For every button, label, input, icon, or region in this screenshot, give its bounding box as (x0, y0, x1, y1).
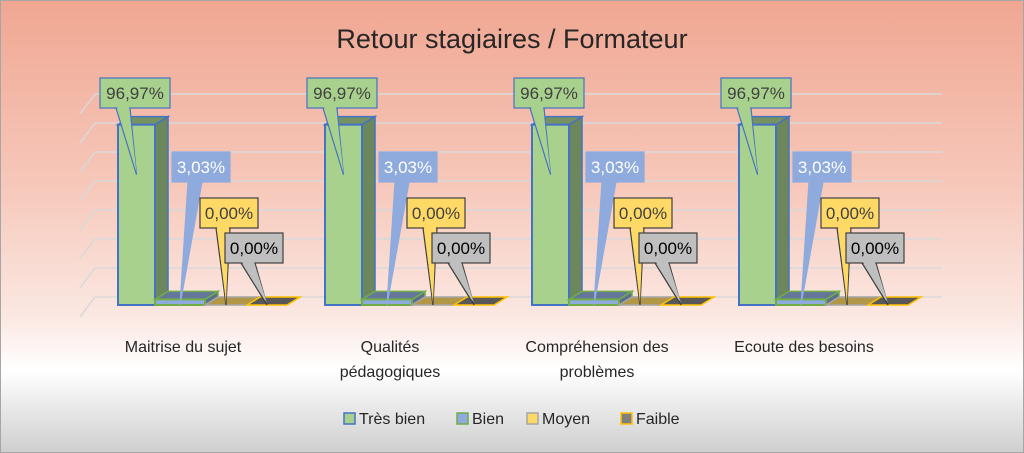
gridline-depth (79, 122, 96, 144)
callout-box (171, 151, 231, 183)
data-label: 3,03% (591, 158, 639, 177)
legend-entry: Très bien (359, 411, 425, 428)
bar-side (154, 115, 169, 307)
chart-title: Retour stagiaires / Formateur (336, 24, 687, 54)
callout-fill (738, 107, 758, 173)
callout-fill (594, 181, 615, 303)
callout-fill (387, 181, 408, 303)
gridline-depth (79, 209, 96, 231)
legend-entry: Moyen (542, 411, 590, 428)
callout-box (513, 77, 585, 109)
data-label: 0,00% (412, 204, 460, 223)
data-label: 0,00% (644, 239, 692, 258)
legend-entry: Faible (636, 411, 680, 428)
bar-top (451, 296, 510, 306)
bars (115, 115, 924, 307)
bar-très-bien (324, 123, 363, 306)
bar-très-bien (738, 123, 777, 306)
legend-swatch (526, 412, 539, 425)
data-label: 96,97% (106, 84, 164, 103)
callout-box (378, 151, 438, 183)
gridline-depth (79, 238, 96, 260)
data-label: 96,97% (727, 84, 785, 103)
callout-fill (324, 107, 344, 173)
category-label: Compréhension des (525, 339, 668, 356)
data-label: 3,03% (384, 158, 432, 177)
bar-très-bien (531, 123, 570, 306)
callout-fill (801, 181, 822, 303)
callout-box (720, 77, 792, 109)
callout-box (585, 151, 645, 183)
bar-side (568, 115, 583, 307)
callout-box (406, 197, 466, 229)
data-label: 96,97% (520, 84, 578, 103)
bar-side (361, 115, 376, 307)
legend-swatch (456, 412, 469, 425)
category-label: problèmes (560, 364, 635, 381)
callout-box (792, 151, 852, 183)
callout-fill (656, 262, 681, 303)
data-label: 0,00% (826, 204, 874, 223)
gridline-depth (79, 296, 96, 318)
category-labels: Maitrise du sujet Qualités pédagogiques Com… (125, 339, 874, 381)
data-label: 0,00% (437, 239, 485, 258)
bar-side (775, 115, 790, 307)
callout-box (224, 232, 284, 264)
category-label: Qualités (361, 339, 420, 356)
callout-box (99, 77, 171, 109)
data-label: 96,97% (313, 84, 371, 103)
legend: Très bien Bien Moyen Faible (343, 411, 680, 428)
callout-fill (449, 262, 474, 303)
gridline-depth (79, 180, 96, 202)
data-label: 0,00% (230, 239, 278, 258)
callout-fill (863, 262, 888, 303)
legend-entry: Bien (472, 411, 504, 428)
data-label: 0,00% (205, 204, 253, 223)
callout-box (306, 77, 378, 109)
bar-très-bien (117, 123, 156, 306)
data-label: 0,00% (851, 239, 899, 258)
data-label: 3,03% (177, 158, 225, 177)
data-label: 3,03% (798, 158, 846, 177)
data-label: 0,00% (619, 204, 667, 223)
bar-top (244, 296, 303, 306)
bar-top (658, 296, 717, 306)
legend-swatch (620, 412, 633, 425)
data-labels: 96,97% 96,97% 96,97% 96,97% 3,03% 3,03% 3,03% 3… (99, 77, 905, 306)
gridline-depth (79, 93, 96, 115)
category-label: Maitrise du sujet (125, 339, 242, 356)
callout-fill (242, 262, 267, 303)
category-label: Ecoute des besoins (734, 339, 874, 356)
callout-fill (180, 181, 201, 303)
callout-box (845, 232, 905, 264)
bar-top (865, 296, 924, 306)
callout-fill (531, 107, 551, 173)
callout-box (613, 197, 673, 229)
callout-fill (117, 107, 137, 173)
category-label: pédagogiques (340, 364, 441, 381)
callout-box (199, 197, 259, 229)
gridline-depth (79, 267, 96, 289)
callout-box (820, 197, 880, 229)
gridline-depth (79, 151, 96, 173)
legend-swatch (343, 412, 356, 425)
